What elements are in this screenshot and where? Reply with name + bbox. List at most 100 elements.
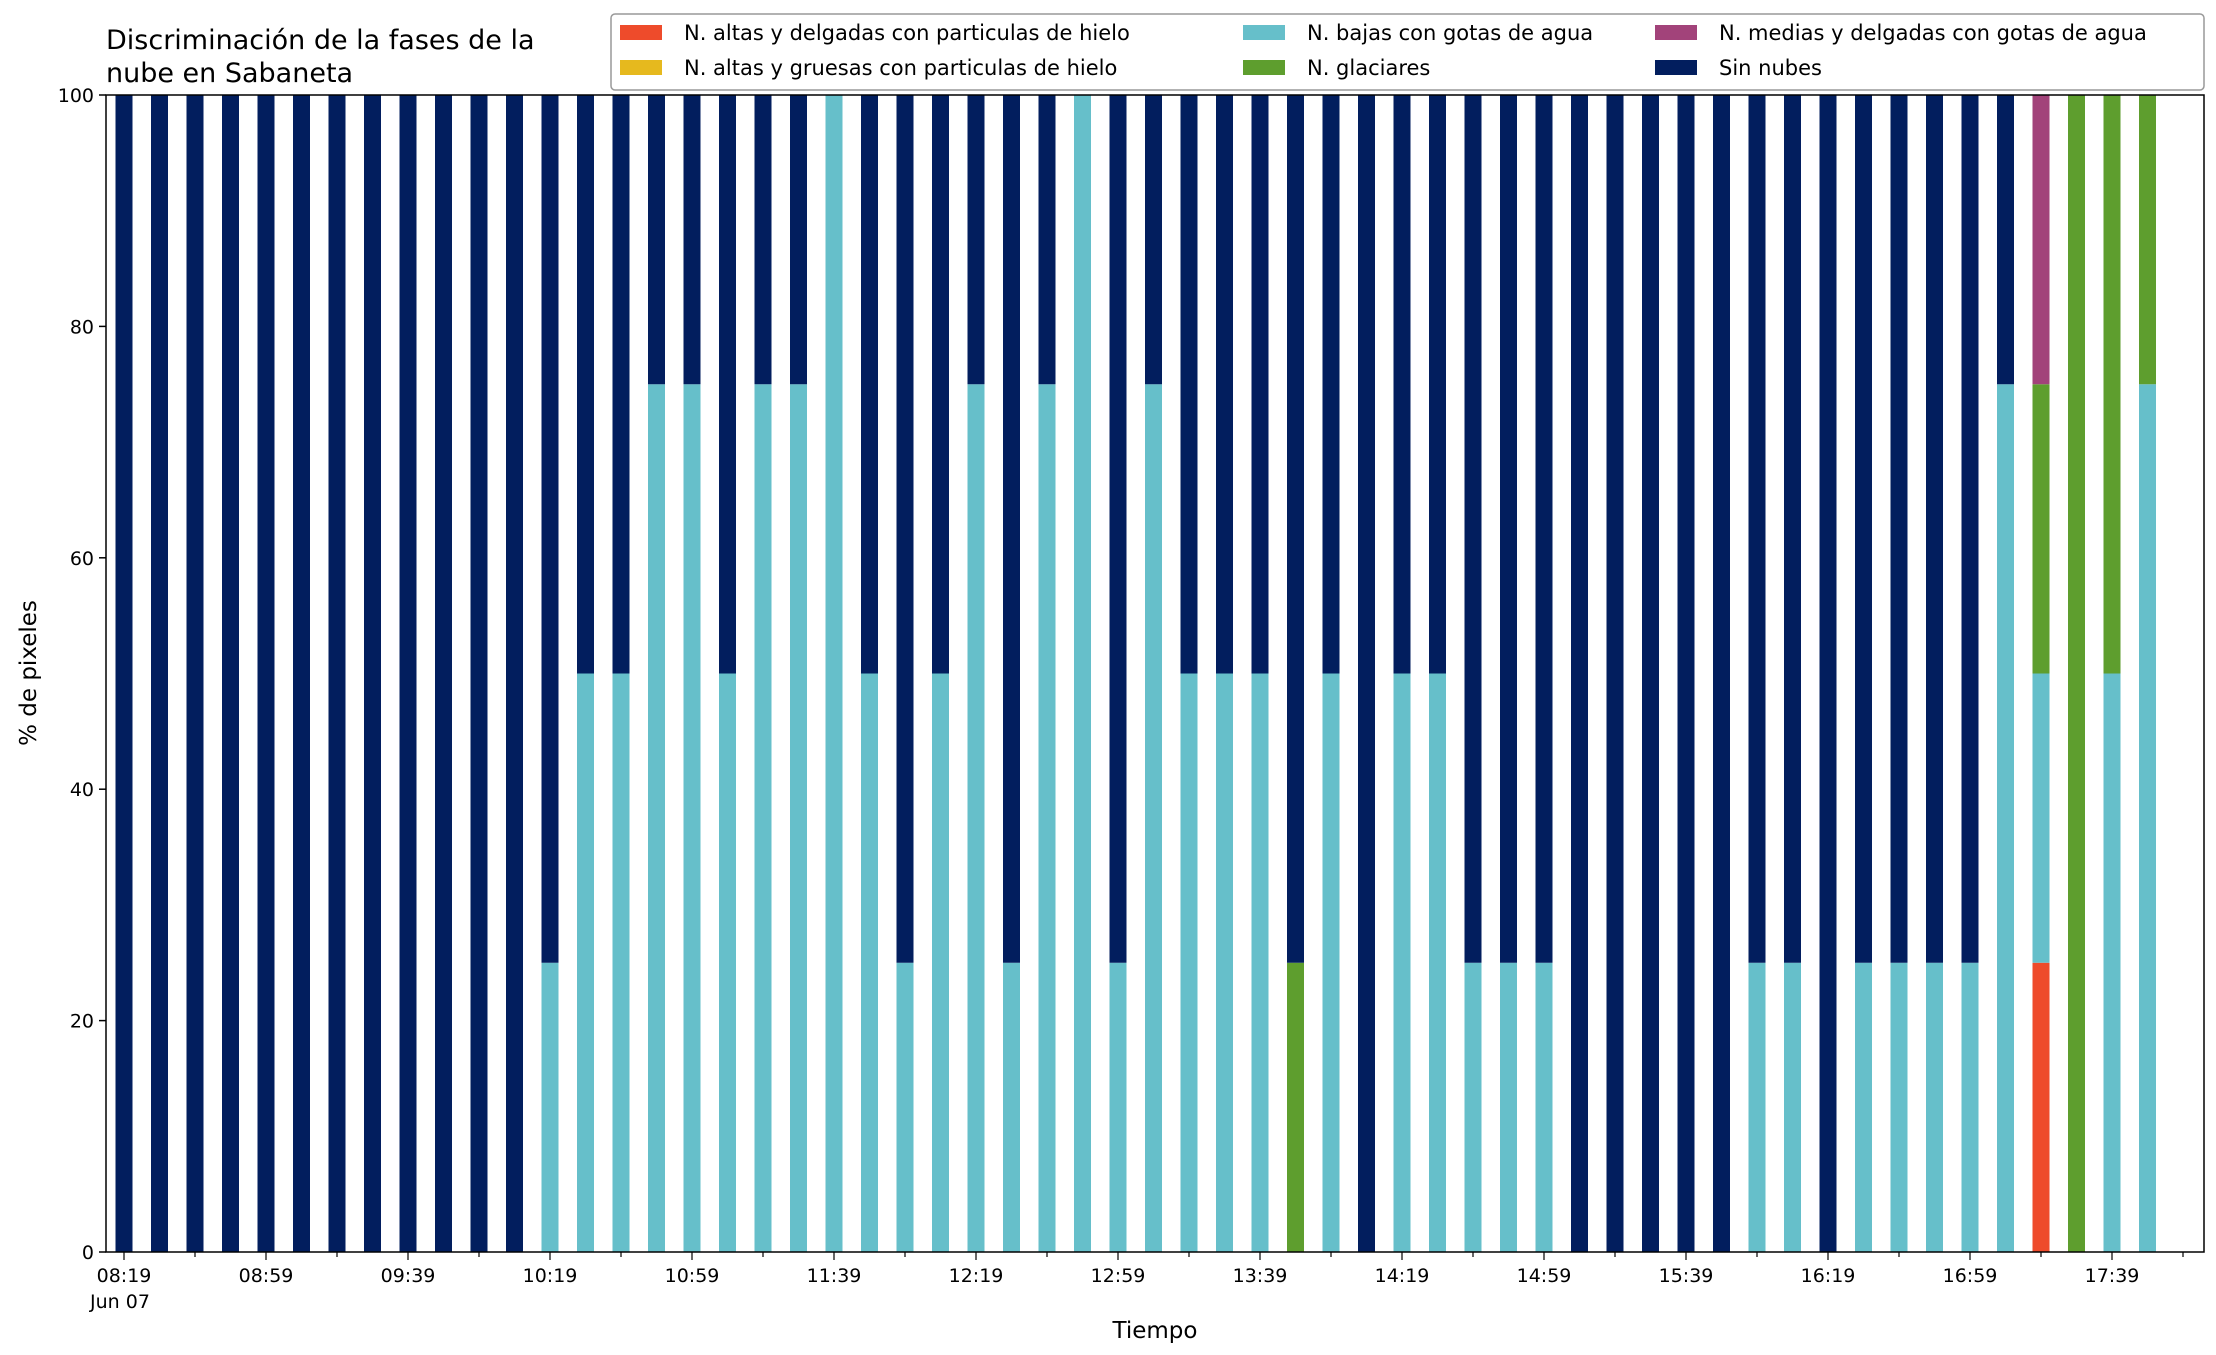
x-axis: 08:19 08:59 09:39 10:19 10:59 11:39 12:19 12:59… [97, 1252, 2184, 1287]
bar-segment-26-2 [1038, 384, 1056, 1252]
bar-segment-40-2 [1535, 962, 1553, 1252]
bar-segment-54-0 [2032, 962, 2050, 1252]
bar-segment-23-2 [932, 673, 949, 1252]
bar-segment-4-5 [257, 95, 275, 1252]
bar-segment-0-5 [115, 95, 133, 1252]
bar-segment-17-5 [719, 95, 736, 674]
bar-segment-44-5 [1677, 95, 1695, 1252]
x-tick-label-2: 09:39 [381, 1265, 436, 1287]
bar-segment-13-5 [577, 95, 594, 674]
x-tick-label-9: 14:19 [1375, 1265, 1430, 1287]
bar-segment-6-5 [328, 95, 346, 1252]
x-tick-label-14: 17:39 [2085, 1265, 2140, 1287]
x-tick-label-0: 08:19 [97, 1265, 152, 1287]
bar-segment-53-5 [1997, 95, 2014, 385]
bar-segment-26-5 [1038, 95, 1056, 385]
bar-segment-39-5 [1500, 95, 1517, 963]
x-tick-label-1: 08:59 [239, 1265, 294, 1287]
bar-segment-15-5 [648, 95, 665, 385]
bar-segment-22-2 [896, 962, 914, 1252]
bars-group [115, 95, 2156, 1252]
bar-segment-16-5 [683, 95, 701, 385]
y-tick-label-20: 20 [70, 1011, 94, 1033]
bar-segment-16-2 [683, 384, 701, 1252]
bar-segment-18-2 [754, 384, 772, 1252]
bar-segment-50-5 [1890, 95, 1908, 963]
bar-segment-18-5 [754, 95, 772, 385]
bar-segment-24-5 [967, 95, 985, 385]
legend-swatch-4 [1655, 25, 1697, 40]
bar-segment-27-2 [1074, 95, 1091, 1252]
y-tick-label-60: 60 [70, 548, 94, 570]
bar-segment-45-5 [1713, 95, 1730, 1252]
bar-segment-8-5 [399, 95, 417, 1252]
bar-segment-29-2 [1145, 384, 1162, 1252]
bar-segment-48-5 [1819, 95, 1837, 1252]
chart-title: Discriminación de la fases de la nube en… [106, 25, 543, 89]
bar-segment-14-5 [612, 95, 630, 674]
bar-segment-21-2 [861, 673, 878, 1252]
bar-segment-13-2 [577, 673, 594, 1252]
bar-segment-55-3 [2068, 95, 2085, 1252]
bar-segment-35-5 [1358, 95, 1375, 1252]
bar-segment-37-5 [1429, 95, 1446, 674]
plot-area-frame [105, 94, 2205, 1253]
bar-segment-2-5 [186, 95, 204, 1252]
bar-segment-30-5 [1180, 95, 1198, 674]
bar-segment-46-2 [1748, 962, 1766, 1252]
bar-segment-39-2 [1500, 962, 1517, 1252]
bar-segment-43-5 [1642, 95, 1659, 1252]
bar-segment-11-5 [506, 95, 523, 1252]
bar-segment-21-5 [861, 95, 878, 674]
bar-segment-17-2 [719, 673, 736, 1252]
bar-segment-47-5 [1784, 95, 1801, 963]
x-tick-label-10: 14:59 [1517, 1265, 1572, 1287]
bar-segment-5-5 [293, 95, 310, 1252]
y-axis: 0 20 40 60 80 100 [58, 85, 106, 1264]
chart-title-line-1: Discriminación de la fases de la [106, 25, 535, 56]
bar-segment-54-3 [2032, 384, 2050, 674]
bar-segment-12-5 [541, 95, 559, 963]
legend-swatch-0 [620, 25, 662, 40]
bar-segment-25-5 [1003, 95, 1020, 963]
bar-segment-56-3 [2103, 95, 2121, 674]
bar-segment-7-5 [364, 95, 381, 1252]
bar-segment-28-2 [1109, 962, 1127, 1252]
bar-segment-52-2 [1961, 962, 1979, 1252]
bar-segment-32-5 [1251, 95, 1269, 674]
bar-segment-22-5 [896, 95, 914, 963]
bar-segment-46-5 [1748, 95, 1766, 963]
bar-segment-25-2 [1003, 962, 1020, 1252]
y-tick-label-0: 0 [82, 1242, 94, 1264]
bar-segment-9-5 [435, 95, 452, 1252]
bar-segment-56-2 [2103, 673, 2121, 1252]
x-tick-label-3: 10:19 [523, 1265, 578, 1287]
bar-segment-47-2 [1784, 962, 1801, 1252]
bar-segment-37-2 [1429, 673, 1446, 1252]
bar-segment-31-5 [1216, 95, 1233, 674]
y-axis-label: % de pixeles [16, 600, 42, 746]
bar-segment-38-2 [1464, 962, 1482, 1252]
bar-segment-36-2 [1393, 673, 1411, 1252]
x-tick-label-13: 16:59 [1943, 1265, 1998, 1287]
bar-segment-33-3 [1287, 962, 1304, 1252]
x-axis-label: Tiempo [1112, 1318, 1198, 1344]
legend-swatch-5 [1655, 60, 1697, 75]
bar-segment-32-2 [1251, 673, 1269, 1252]
bar-segment-51-5 [1926, 95, 1943, 963]
bar-segment-54-4 [2032, 95, 2050, 385]
y-tick-label-80: 80 [70, 316, 94, 338]
x-tick-label-6: 12:19 [949, 1265, 1004, 1287]
chart-title-line-2: nube en Sabaneta [106, 58, 353, 89]
legend-label-3: N. glaciares [1307, 56, 1430, 80]
y-tick-label-40: 40 [70, 779, 94, 801]
bar-segment-41-5 [1571, 95, 1588, 1252]
legend-label-5: Sin nubes [1719, 56, 1822, 80]
bar-segment-19-2 [790, 384, 807, 1252]
bar-segment-3-5 [222, 95, 239, 1252]
x-tick-label-11: 15:39 [1659, 1265, 1714, 1287]
bar-segment-34-2 [1322, 673, 1340, 1252]
bar-segment-40-5 [1535, 95, 1553, 963]
bar-segment-53-2 [1997, 384, 2014, 1252]
